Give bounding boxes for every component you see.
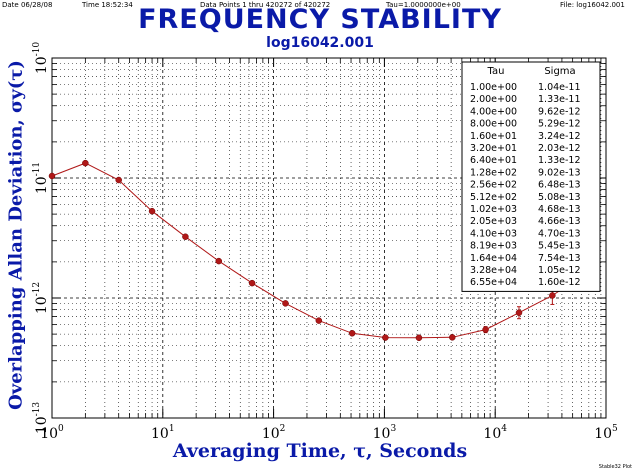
y-tick-label: 10-13	[32, 402, 50, 435]
x-tick-label: 105	[594, 424, 618, 442]
table-cell-tau: 2.05e+03	[470, 216, 517, 227]
table-cell-sigma: 1.04e-11	[538, 82, 581, 93]
data-point	[248, 279, 256, 287]
table-cell-sigma: 1.05e-12	[538, 265, 581, 276]
table-cell-tau: 5.12e+02	[470, 192, 517, 203]
y-axis-label: Overlapping Allan Deviation, σy(τ)	[5, 60, 27, 410]
header-time: Time 18:52:34	[82, 1, 133, 9]
table-cell-tau: 1.64e+04	[470, 253, 517, 264]
table-header-sigma: Sigma	[544, 66, 575, 77]
data-point	[315, 317, 323, 324]
data-point	[549, 292, 556, 299]
table-cell-tau: 6.40e+01	[470, 155, 517, 166]
table-cell-sigma: 4.66e-13	[538, 216, 581, 227]
data-point	[449, 334, 456, 341]
header-data-points: Data Points 1 thru 420272 of 420272	[200, 1, 331, 9]
table-cell-tau: 1.60e+01	[470, 131, 517, 142]
table-cell-sigma: 9.62e-12	[538, 106, 581, 117]
table-header-tau: Tau	[487, 66, 505, 77]
tick-labels: 100 101 102 103 104 105 10-10 10-11 10-12 10-13	[32, 42, 618, 442]
data-point	[482, 326, 489, 333]
x-tick-label: 104	[483, 424, 507, 442]
y-tick-label: 10-12	[32, 282, 50, 314]
table-cell-tau: 1.02e+03	[470, 204, 517, 215]
data-point	[182, 233, 189, 240]
table-cell-tau: 2.56e+02	[470, 180, 517, 191]
footnote: Stable32 Plot	[598, 464, 632, 470]
table-cell-sigma: 1.60e-12	[538, 277, 581, 288]
table-cell-sigma: 9.02e-13	[538, 167, 581, 178]
table-cell-sigma: 1.33e-11	[538, 94, 581, 105]
data-table: Tau Sigma 1.00e+00 1.04e-11 2.00e+00 1.33e-11…	[461, 61, 601, 292]
data-point	[382, 334, 389, 341]
x-tick-label: 103	[373, 424, 397, 442]
plot-frame	[51, 57, 607, 419]
table-cell-tau: 8.00e+00	[470, 119, 517, 130]
data-point	[215, 257, 223, 265]
data-point	[82, 159, 89, 167]
table-cell-tau: 1.00e+00	[470, 82, 517, 93]
table-cell-tau: 4.10e+03	[470, 228, 517, 239]
table-cell-sigma: 5.29e-12	[538, 119, 581, 130]
table-cell-tau: 4.00e+00	[470, 106, 517, 117]
x-axis-label: Averaging Time, τ, Seconds	[172, 440, 468, 462]
table-cell-sigma: 2.03e-12	[538, 143, 581, 154]
header-file: File: log16042.001	[560, 1, 625, 9]
table-cell-sigma: 3.24e-12	[538, 131, 581, 142]
data-point	[115, 176, 122, 184]
table-frame	[461, 61, 601, 292]
table-cell-sigma: 1.33e-12	[538, 155, 581, 166]
data-point	[148, 207, 156, 215]
data-point	[282, 300, 289, 307]
chart-subtitle: log16042.001	[266, 35, 374, 51]
table-cell-tau: 3.20e+01	[470, 143, 517, 154]
table-cell-sigma: 5.45e-13	[538, 241, 581, 252]
x-tick-label: 102	[262, 424, 286, 442]
data-point	[348, 330, 356, 337]
table-cell-tau: 8.19e+03	[470, 241, 517, 252]
table-cell-sigma: 5.08e-13	[538, 192, 581, 203]
x-tick-label: 101	[151, 424, 175, 442]
data-point	[515, 309, 523, 316]
data-point	[415, 334, 423, 342]
table-cell-sigma: 4.68e-13	[538, 204, 581, 215]
chart-title: FREQUENCY STABILITY	[138, 4, 502, 35]
x-tick-label: 100	[40, 424, 64, 442]
table-cell-tau: 6.55e+04	[470, 277, 517, 288]
table-cell-tau: 2.00e+00	[470, 94, 517, 105]
table-cell-sigma: 7.54e-13	[538, 253, 581, 264]
header-date: Date 06/28/08	[2, 1, 53, 9]
table-cell-tau: 3.28e+04	[470, 265, 517, 276]
table-cell-sigma: 4.70e-13	[538, 228, 581, 239]
y-tick-label: 10-11	[32, 162, 50, 194]
y-tick-label: 10-10	[32, 42, 50, 75]
data-point	[48, 172, 56, 180]
header-tau: Tau=1.0000000e+00	[386, 1, 461, 9]
table-cell-tau: 1.28e+02	[470, 167, 517, 178]
table-cell-sigma: 6.48e-13	[538, 180, 581, 191]
